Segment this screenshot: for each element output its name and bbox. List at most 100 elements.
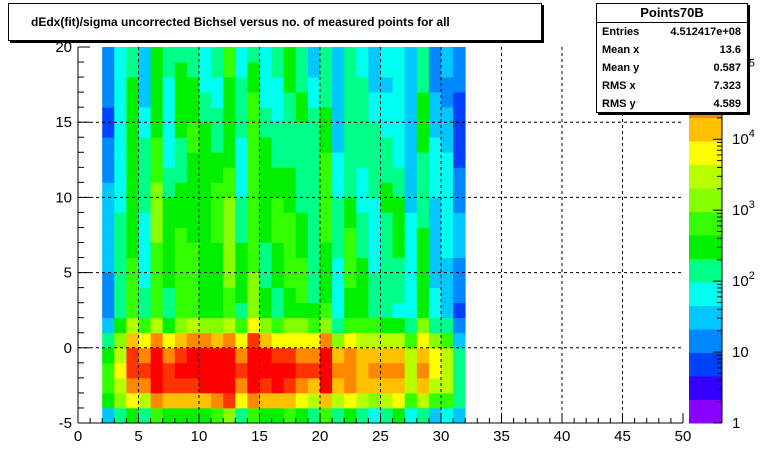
heatmap-cell — [453, 257, 466, 273]
heatmap-cell — [344, 92, 357, 108]
heatmap-cell — [416, 287, 430, 304]
heatmap-cell — [114, 227, 127, 243]
heatmap-cell — [453, 167, 466, 183]
heatmap-cell — [114, 392, 127, 409]
heatmap-cell — [162, 377, 176, 394]
x-tick-label: 0 — [74, 428, 82, 445]
heatmap-cell — [174, 392, 188, 409]
stats-label: Mean y — [602, 62, 640, 74]
heatmap-cell — [332, 332, 345, 349]
heatmap-cell — [283, 122, 297, 138]
heatmap-cell — [223, 227, 236, 243]
heatmap-cell — [404, 362, 418, 379]
heatmap-cell — [283, 152, 297, 168]
stats-label: RMS y — [602, 98, 636, 110]
heatmap-cell — [186, 272, 200, 289]
heatmap-cell — [150, 182, 164, 198]
heatmap-cell — [271, 122, 285, 138]
heatmap-cell — [235, 92, 248, 108]
heatmap-cell — [392, 302, 406, 319]
heatmap-cell — [211, 407, 224, 424]
heatmap-cell — [150, 302, 164, 319]
heatmap-cell — [428, 92, 442, 108]
heatmap-cell — [392, 317, 406, 334]
heatmap-cell — [235, 227, 248, 243]
heatmap-cell — [235, 212, 248, 228]
heatmap-cell — [162, 77, 176, 93]
y-tick-label: -5 — [59, 415, 72, 432]
heatmap-cell — [199, 107, 212, 123]
heatmap-cell — [368, 317, 381, 334]
heatmap-cell — [114, 62, 127, 78]
heatmap-cell — [453, 137, 466, 153]
heatmap-cell — [307, 242, 321, 258]
heatmap-cell — [453, 272, 466, 289]
heatmap-cell — [126, 107, 139, 123]
heatmap-cell — [404, 77, 418, 93]
heatmap-cell — [259, 377, 272, 394]
heatmap-cell — [283, 362, 297, 379]
heatmap-cell — [186, 257, 200, 273]
heatmap-cell — [138, 152, 151, 168]
heatmap-cell — [380, 287, 393, 304]
heatmap-cell — [223, 332, 236, 349]
heatmap-cell — [271, 347, 285, 364]
heatmap-cell — [174, 377, 188, 394]
heatmap-cell — [259, 197, 272, 213]
heatmap-cell — [186, 242, 200, 258]
heatmap-cell — [453, 92, 466, 108]
heatmap-cell — [211, 197, 224, 213]
heatmap-cell — [102, 392, 115, 409]
heatmap-cell — [247, 167, 260, 183]
heatmap-cell — [102, 332, 115, 349]
heatmap-cell — [295, 92, 309, 108]
heatmap-cell — [380, 272, 393, 289]
heatmap-cell — [162, 302, 176, 319]
heatmap-cell — [199, 227, 212, 243]
heatmap-cell — [271, 62, 285, 78]
heatmap-cell — [392, 347, 406, 364]
heatmap-cell — [199, 392, 212, 409]
heatmap-cell — [138, 332, 151, 349]
heatmap-cell — [259, 182, 272, 198]
heatmap-cell — [307, 287, 321, 304]
palette-label: 1 — [732, 415, 740, 432]
heatmap-cell — [259, 392, 272, 409]
heatmap-cell — [368, 332, 381, 349]
heatmap-cell — [150, 122, 164, 138]
heatmap-cell — [307, 167, 321, 183]
heatmap-cell — [211, 182, 224, 198]
heatmap-cell — [283, 227, 297, 243]
heatmap-cell — [368, 227, 381, 243]
heatmap-cell — [307, 77, 321, 93]
heatmap-cell — [114, 347, 127, 364]
heatmap-cell — [174, 362, 188, 379]
heatmap-cell — [368, 392, 381, 409]
heatmap-cell — [247, 332, 260, 349]
heatmap-cell — [271, 362, 285, 379]
heatmap-cell — [332, 407, 345, 424]
heatmap-cell — [102, 152, 115, 168]
heatmap-cell — [126, 47, 139, 63]
heatmap-cell — [441, 182, 454, 198]
heatmap-cell — [332, 302, 345, 319]
heatmap-cell — [114, 77, 127, 93]
heatmap-cell — [259, 257, 272, 273]
stats-value: 7.323 — [713, 80, 741, 92]
heatmap-cell — [126, 137, 139, 153]
heatmap-cell — [320, 377, 333, 394]
heatmap-cell — [404, 92, 418, 108]
heatmap-cell — [247, 107, 260, 123]
heatmap-cell — [162, 137, 176, 153]
heatmap-cell — [235, 377, 248, 394]
heatmap-cell — [320, 242, 333, 258]
heatmap-cell — [223, 107, 236, 123]
heatmap-cell — [441, 302, 454, 319]
heatmap-cell — [428, 77, 442, 93]
heatmap-cell — [174, 77, 188, 93]
heatmap-cell — [295, 407, 309, 424]
heatmap-cell — [211, 332, 224, 349]
heatmap-cell — [162, 152, 176, 168]
heatmap-cell — [199, 137, 212, 153]
heatmap-cell — [162, 122, 176, 138]
